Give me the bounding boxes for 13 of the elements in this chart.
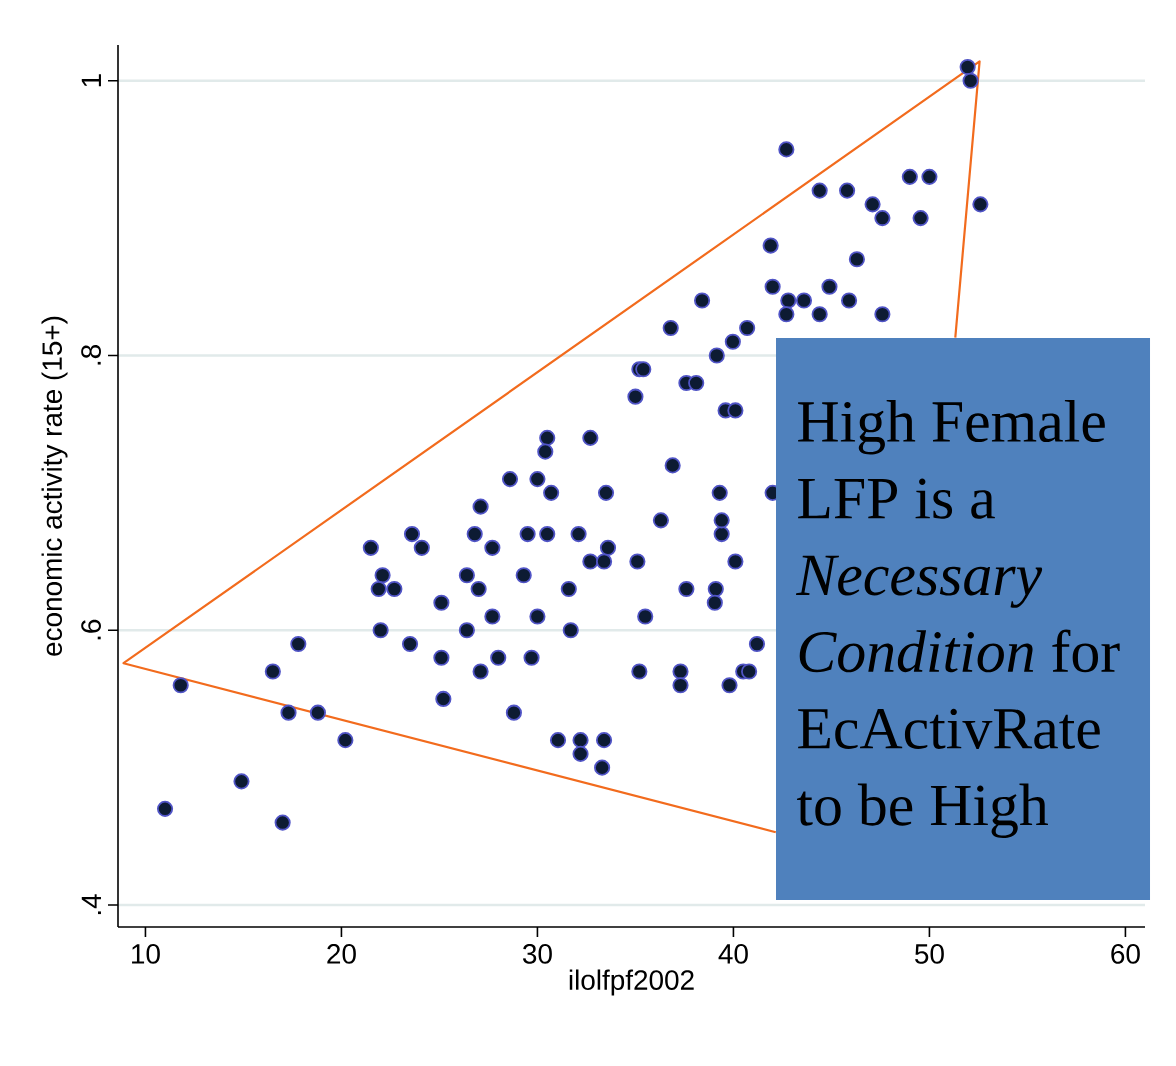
x-tick-label: 10 [132, 944, 160, 964]
y-tick-label: .8 [81, 345, 101, 365]
x-axis-title: ilolfpf2002 [569, 969, 694, 996]
y-tick-label: .6 [81, 619, 101, 640]
y-tick-label: 1 [81, 74, 101, 87]
x-tick-label: 20 [327, 944, 356, 964]
y-axis-title: economic activity rate (15+) [41, 316, 68, 656]
annotation: High Female LFP is a Necessary Condition for EcActivRate to be High [795, 400, 1120, 838]
x-tick-label: 40 [718, 944, 748, 964]
x-tick-label: 50 [915, 944, 944, 964]
x-tick-label: 30 [522, 944, 552, 964]
y-tick-label: .4 [81, 894, 101, 915]
x-tick-label: 60 [1111, 944, 1140, 964]
